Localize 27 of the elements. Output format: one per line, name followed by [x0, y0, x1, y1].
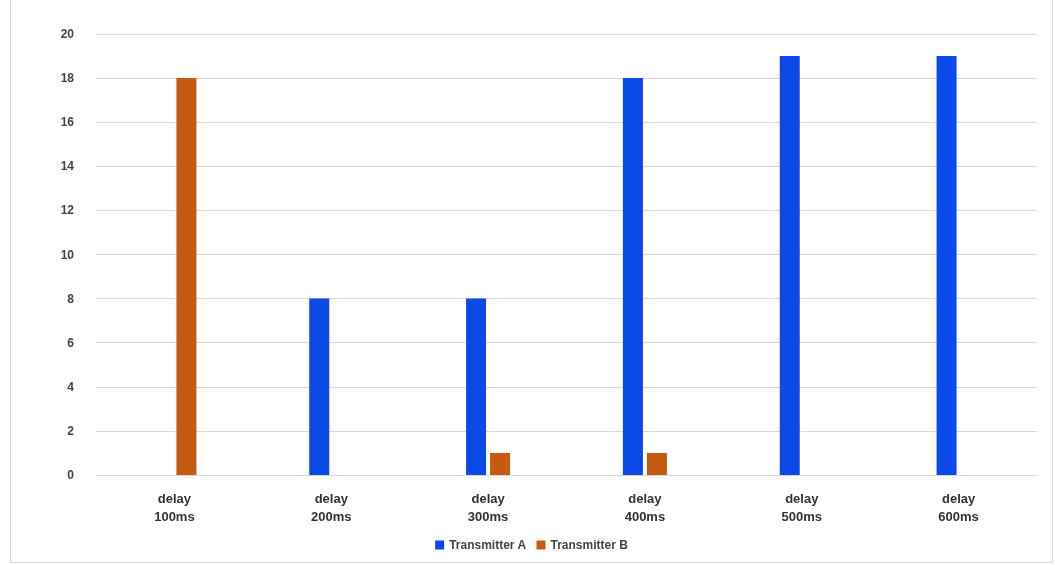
- y-tick-label: 20: [60, 27, 75, 41]
- y-tick-label: 0: [67, 468, 75, 482]
- bar: [466, 298, 487, 475]
- x-tick-label: delay 200ms: [311, 490, 352, 524]
- bar: [779, 56, 800, 475]
- bar: [646, 452, 667, 475]
- y-tick-label: 8: [67, 291, 75, 306]
- bar: [176, 78, 197, 475]
- legend-label: Transmitter B: [550, 538, 629, 552]
- y-tick-label: 12: [60, 203, 75, 218]
- y-tick-label: 16: [60, 115, 75, 130]
- x-tick-label: delay 500ms: [781, 490, 822, 524]
- bar: [936, 56, 957, 475]
- bar: [622, 78, 643, 475]
- y-tick-label: 2: [67, 423, 75, 438]
- x-tick-label: delay 400ms: [624, 490, 666, 524]
- y-tick-label: 10: [60, 247, 75, 262]
- bar: [490, 452, 511, 475]
- bar: [309, 298, 330, 475]
- y-tick-label: 4: [67, 379, 75, 394]
- legend-label: Transmitter A: [449, 538, 527, 552]
- y-tick-label: 6: [67, 335, 75, 350]
- y-tick-label: 18: [60, 71, 75, 86]
- x-tick-label: delay 100ms: [154, 490, 195, 524]
- x-tick-label: delay 300ms: [467, 490, 509, 524]
- y-tick-label: 14: [60, 159, 75, 174]
- x-tick-label: delay 600ms: [938, 490, 979, 524]
